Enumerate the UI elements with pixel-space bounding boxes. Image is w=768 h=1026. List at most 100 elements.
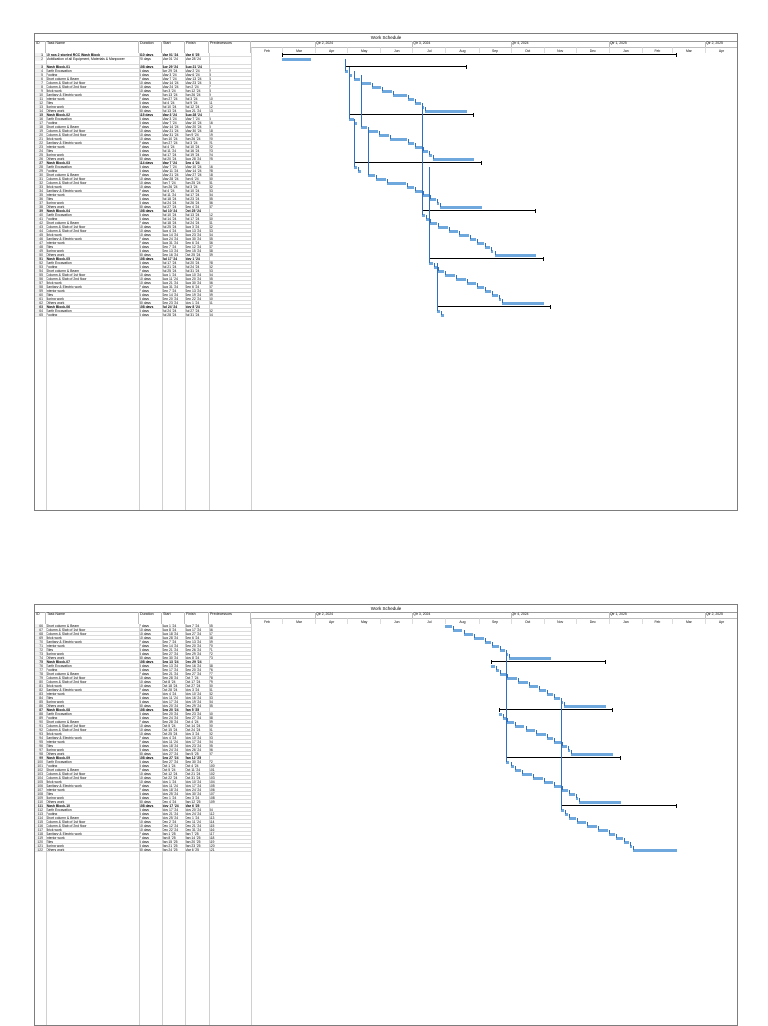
task-row: 55 Column & Slab of 1st floor 10 days Aug 1… [35, 273, 251, 277]
task-row: 85 Boring work 3 days Nov 17 '24 Nov 19 '24 8… [35, 700, 251, 704]
summary-task-row: 27 Wash Block-03 114 days May 7 '24 Sep 4 '2… [35, 161, 251, 165]
task-id: 38 [35, 205, 43, 208]
task-bar [477, 241, 484, 245]
task-predecessors: 40 [209, 217, 213, 221]
task-start: May 14 '24 [162, 125, 179, 129]
task-finish: Dec 31 '24 [185, 828, 202, 832]
task-start: Jan 15 '25 [162, 840, 178, 844]
task-start: May 7 '24 [162, 121, 177, 125]
task-duration: 7 days [139, 788, 149, 792]
task-bar [616, 836, 623, 840]
task-duration: 10 days [139, 628, 151, 632]
task-duration: 7 days [139, 241, 149, 245]
task-predecessors: 92 [209, 732, 213, 736]
task-start: Nov 25 '24 [162, 792, 179, 796]
task-row: 115 Column & Slab of 1st floor 10 days Dec … [35, 820, 251, 824]
task-name: Short column & Beam [46, 77, 79, 81]
column-divider [209, 53, 210, 510]
task-bar [379, 133, 389, 137]
task-bar [459, 233, 469, 237]
task-id: 10 [35, 93, 43, 96]
task-start: Aug 1 '24 [162, 624, 177, 628]
task-name: Footing [46, 169, 58, 173]
summary-bar [498, 708, 614, 712]
timescale-month: Dec [575, 618, 609, 624]
timescale-quarter: Qtr 3, 2024 [413, 612, 431, 616]
task-bar [389, 137, 407, 141]
task-finish: Jul 12 '24 [185, 105, 200, 109]
task-finish: Nov 26 '24 [185, 748, 202, 752]
dependency-link [429, 167, 431, 263]
summary-task-row: 87 Wash Block-08 108 days Sep 20 '24 Jan 5 '… [35, 708, 251, 712]
dependency-link [459, 231, 461, 235]
task-name: Sanitary & Electric work [46, 285, 82, 289]
task-finish: Aug 30 '24 [185, 237, 202, 241]
task-finish: Aug 7 '24 [185, 624, 200, 628]
task-name: Interior work [46, 145, 65, 149]
task-finish: May 10 '24 [185, 121, 202, 125]
task-finish: Nov 17 '24 [185, 740, 202, 744]
dependency-link [415, 143, 417, 147]
task-row: 64 Earth Excavation 5 days Jul 24 '24 Jul 27… [35, 309, 251, 313]
task-start: Aug 31 '24 [162, 241, 179, 245]
task-name: Brick work [46, 732, 62, 736]
task-name: Sanitary & Electric work [46, 141, 82, 145]
col-header-task-name: Task Name [46, 612, 139, 624]
dependency-link [436, 263, 438, 311]
task-bar [536, 732, 546, 736]
task-bar [565, 812, 569, 816]
task-id: 97 [35, 748, 43, 751]
task-row: 104 Column & Slab of 2nd floor 10 days Oct … [35, 776, 251, 780]
task-finish: Jan 5 '25 [185, 708, 200, 712]
task-finish: Nov 17 '24 [185, 784, 202, 788]
task-predecessors: 36 [209, 201, 213, 205]
task-bar [528, 684, 539, 688]
task-row: 113 Footing 5 days Nov 21 '24 Nov 24 '24 112 [35, 812, 251, 816]
task-name: Sanitary & Electric work [46, 784, 82, 788]
task-name: Wash Block-08 [46, 708, 70, 712]
task-row: 35 Interior work 7 days Jul 11 '24 Jul 17 '2… [35, 193, 251, 197]
task-start: Jul 21 '24 [162, 265, 177, 269]
dependency-link [436, 199, 438, 203]
task-duration: 10 days [139, 820, 151, 824]
task-predecessors: 31 [209, 181, 213, 185]
task-bar [436, 309, 441, 313]
task-name: Sanitary & Electric work [46, 189, 82, 193]
task-bar [393, 93, 407, 97]
task-start: Sep 24 '24 [162, 716, 179, 720]
task-start: Oct 12 '24 [162, 772, 178, 776]
task-start: Nov 11 '24 [162, 784, 178, 788]
timescale-month: Sep [478, 47, 511, 53]
task-id: 5 [35, 73, 43, 76]
task-row: 103 Column & Slab of 1st floor 10 days Oct … [35, 772, 251, 776]
task-bar [344, 69, 349, 73]
task-name: Footing [46, 313, 58, 317]
task-predecessors: 115 [209, 824, 215, 828]
task-start: Jul 4 '24 [162, 101, 175, 105]
dependency-link [469, 235, 471, 239]
task-row: 61 Boring work 3 days Sep 20 '24 Sep 22 '24 6… [35, 297, 251, 301]
task-start: Jan 1 '25 [162, 832, 176, 836]
task-duration: 7 days [139, 640, 149, 644]
task-id: 1 [35, 53, 43, 56]
task-id: 66 [35, 624, 43, 627]
dependency-link [421, 103, 423, 215]
task-duration: 10 days [139, 824, 151, 828]
task-bar [492, 644, 499, 648]
dependency-link [509, 654, 511, 658]
task-start: Jul 24 '24 [162, 305, 178, 309]
task-id: 79 [35, 676, 43, 679]
task-id: 109 [35, 796, 43, 799]
task-finish: May 23 '24 [185, 81, 202, 85]
task-finish: Nov 19 '24 [185, 700, 202, 704]
task-name: Interior work [46, 836, 65, 840]
task-name: Interior work [46, 692, 65, 696]
task-start: Jul 17 '24 [162, 257, 178, 261]
task-row: 57 Brick work 10 days Aug 21 '24 Aug 30 '24 5… [35, 281, 251, 285]
task-bar [421, 213, 426, 217]
task-duration: 108 days [139, 257, 154, 261]
task-name: Interior work [46, 241, 65, 245]
task-duration: 7 days [139, 285, 149, 289]
task-start: Sep 23 '24 [162, 301, 179, 305]
task-row: 36 Tiles 5 days Jul 18 '24 Jul 23 '24 35 [35, 197, 251, 201]
